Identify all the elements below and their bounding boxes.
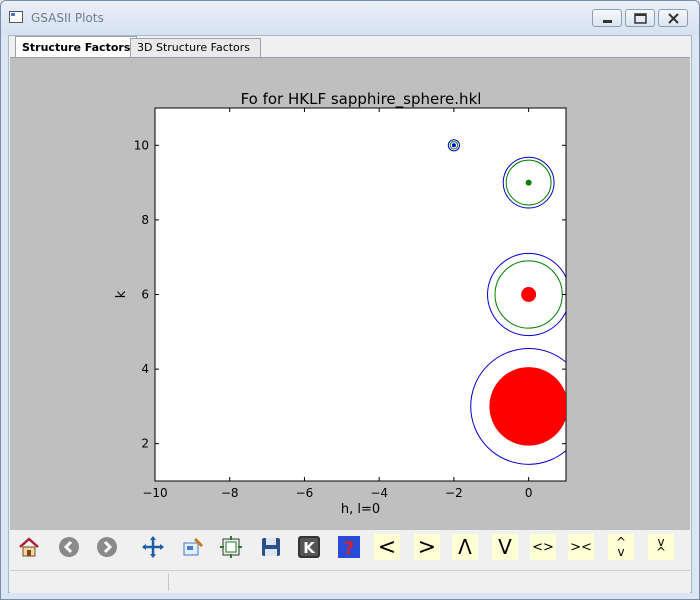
keyboard-k-icon[interactable]: K — [296, 534, 322, 560]
shrink-horizontal-label: >< — [570, 539, 592, 555]
shift-down-button[interactable]: V — [492, 534, 518, 560]
status-divider — [168, 573, 169, 591]
fo-dot — [521, 287, 537, 302]
x-tick-label: −10 — [142, 486, 167, 500]
keyboard-k-icon: K — [298, 536, 320, 558]
shift-left-button[interactable]: < — [374, 534, 400, 560]
chart-title: Fo for HKLF sapphire_sphere.hkl — [241, 90, 482, 109]
x-tick-label: −4 — [370, 486, 388, 500]
fc-outer-circle — [502, 156, 555, 209]
svg-text:K: K — [303, 539, 316, 557]
zoom-icon[interactable] — [180, 534, 206, 560]
fc-inner-circle — [505, 159, 552, 206]
x-axis-label: h, l=0 — [341, 502, 380, 517]
restore-icon — [634, 13, 647, 24]
reflection-marks — [447, 139, 566, 465]
tab-structure-factors[interactable]: Structure Factors — [15, 36, 138, 58]
shift-left-label: < — [377, 534, 397, 560]
minimize-icon — [603, 20, 612, 23]
shift-right-label: > — [417, 534, 437, 560]
back-icon[interactable] — [56, 534, 82, 560]
y-tick-label: 6 — [141, 288, 149, 302]
shift-up-button[interactable]: Λ — [452, 534, 478, 560]
save-icon — [262, 538, 280, 556]
shift-up-label: Λ — [458, 535, 472, 559]
svg-text:?: ? — [344, 538, 354, 559]
zoom-icon — [183, 537, 204, 556]
shrink-horizontal-button[interactable]: >< — [568, 534, 594, 560]
home-icon — [19, 537, 39, 557]
y-tick-label: 2 — [141, 437, 149, 451]
fc-outer-circle — [470, 348, 566, 465]
client-area: Structure Factors 3D Structure Factors F… — [8, 35, 692, 593]
x-tick-label: −2 — [445, 486, 463, 500]
reflection-3 — [447, 139, 461, 152]
back-icon — [59, 537, 79, 557]
structure-factor-chart[interactable]: Fo for HKLF sapphire_sphere.hkl −10 −8 −6−… — [10, 58, 690, 530]
expand-horizontal-button[interactable]: <> — [530, 534, 556, 560]
shift-right-button[interactable]: > — [414, 534, 440, 560]
fo-dot — [525, 179, 532, 186]
title-bar: GSASII Plots — [1, 1, 699, 35]
reflection-0 — [470, 348, 566, 465]
fo-dot — [451, 143, 456, 148]
save-icon[interactable] — [258, 534, 284, 560]
reflection-1 — [487, 252, 566, 337]
pan-icon — [142, 536, 164, 558]
reflection-2 — [502, 156, 555, 209]
x-tick-label: 0 — [525, 486, 533, 500]
axes: −10 −8 −6 −4 −2 0 2 4 6 8 10 — [134, 108, 566, 500]
status-bar — [10, 570, 690, 593]
close-button[interactable] — [658, 9, 688, 27]
expand-vertical-label: ^v — [616, 535, 627, 559]
configure-subplots-icon[interactable] — [218, 534, 244, 560]
minimize-button[interactable] — [592, 9, 622, 27]
pan-icon[interactable] — [140, 534, 166, 560]
home-icon[interactable] — [16, 534, 42, 560]
fc-outer-circle — [447, 139, 461, 152]
expand-horizontal-label: <> — [532, 539, 554, 555]
shrink-vertical-label: v^ — [656, 535, 667, 559]
forward-icon[interactable] — [94, 534, 120, 560]
tab-strip: Structure Factors 3D Structure Factors — [9, 36, 693, 58]
expand-vertical-button[interactable]: ^v — [608, 534, 634, 560]
app-icon — [9, 11, 23, 23]
tab-3d-structure-factors[interactable]: 3D Structure Factors — [130, 38, 261, 58]
shrink-vertical-button[interactable]: v^ — [648, 534, 674, 560]
navigation-toolbar: K? < > Λ V <> >< ^v v^ — [10, 530, 690, 566]
y-tick-label: 4 — [141, 362, 149, 376]
x-tick-label: −6 — [296, 486, 314, 500]
forward-icon — [97, 537, 117, 557]
fc-outer-circle — [487, 252, 566, 337]
y-tick-label: 10 — [134, 138, 149, 152]
fc-inner-circle — [449, 141, 459, 150]
configure-subplots-icon — [220, 536, 242, 558]
help-icon[interactable]: ? — [336, 534, 362, 560]
close-icon — [668, 13, 679, 24]
fo-dot — [489, 367, 566, 446]
x-tick-label: −8 — [221, 486, 239, 500]
maximize-button[interactable] — [625, 9, 655, 27]
tab-label: Structure Factors — [22, 41, 131, 54]
plot-panel[interactable]: Fo for HKLF sapphire_sphere.hkl −10 −8 −6−… — [10, 57, 690, 530]
shift-down-label: V — [498, 535, 512, 559]
y-tick-label: 8 — [141, 213, 149, 227]
tab-label: 3D Structure Factors — [137, 41, 251, 54]
y-axis-label: k — [114, 290, 129, 298]
window-title: GSASII Plots — [31, 11, 104, 25]
help-icon: ? — [338, 536, 360, 559]
